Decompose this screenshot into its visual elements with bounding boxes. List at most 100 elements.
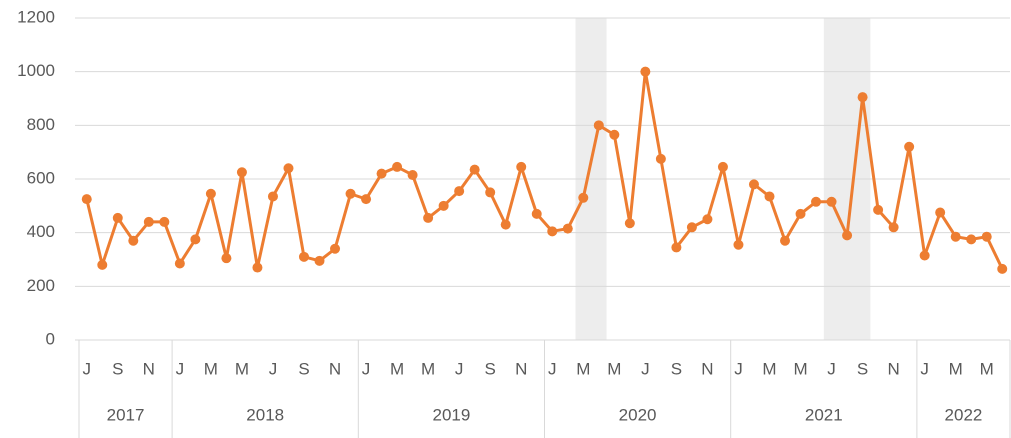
data-point bbox=[267, 191, 278, 202]
data-point bbox=[298, 251, 309, 262]
data-point bbox=[966, 234, 977, 245]
data-point bbox=[904, 141, 915, 152]
data-point bbox=[221, 253, 232, 264]
year-label: 2020 bbox=[619, 405, 657, 424]
x-tick-label: J bbox=[362, 359, 371, 378]
data-point bbox=[935, 207, 946, 218]
x-tick-label: M bbox=[949, 359, 963, 378]
data-point bbox=[236, 167, 247, 178]
y-tick-label: 1200 bbox=[17, 7, 55, 26]
data-point bbox=[190, 234, 201, 245]
data-point bbox=[376, 168, 387, 179]
data-point bbox=[423, 212, 434, 223]
data-point bbox=[702, 214, 713, 225]
data-point bbox=[981, 231, 992, 242]
x-tick-label: J bbox=[920, 359, 929, 378]
data-point bbox=[345, 188, 356, 199]
data-point bbox=[143, 216, 154, 227]
data-point bbox=[826, 196, 837, 207]
data-point bbox=[997, 263, 1008, 274]
line-series bbox=[85, 70, 1004, 270]
x-tick-label: N bbox=[701, 359, 713, 378]
data-point bbox=[780, 235, 791, 246]
data-point bbox=[392, 161, 403, 172]
data-point bbox=[624, 218, 635, 229]
data-point bbox=[485, 187, 496, 198]
x-tick-label: M bbox=[390, 359, 404, 378]
data-point bbox=[733, 239, 744, 250]
data-point bbox=[516, 161, 527, 172]
x-tick-label: N bbox=[887, 359, 899, 378]
x-tick-label: J bbox=[83, 359, 92, 378]
y-tick-label: 400 bbox=[27, 222, 55, 241]
data-point bbox=[174, 258, 185, 269]
data-point bbox=[764, 191, 775, 202]
data-point bbox=[609, 129, 620, 140]
x-tick-label: M bbox=[607, 359, 621, 378]
data-point bbox=[407, 169, 418, 180]
x-tick-label: N bbox=[515, 359, 527, 378]
x-tick-label: J bbox=[827, 359, 836, 378]
x-tick-label: J bbox=[455, 359, 464, 378]
data-point bbox=[748, 179, 759, 190]
data-point bbox=[128, 235, 139, 246]
data-point bbox=[888, 222, 899, 233]
data-point bbox=[671, 242, 682, 253]
x-tick-label: J bbox=[641, 359, 650, 378]
data-point bbox=[531, 208, 542, 219]
data-point bbox=[81, 194, 92, 205]
data-point bbox=[314, 255, 325, 266]
x-tick-label: M bbox=[793, 359, 807, 378]
x-tick-label: M bbox=[235, 359, 249, 378]
y-tick-label: 600 bbox=[27, 168, 55, 187]
year-label: 2017 bbox=[107, 405, 145, 424]
data-point bbox=[469, 164, 480, 175]
data-point bbox=[578, 192, 589, 203]
x-tick-label: J bbox=[269, 359, 278, 378]
data-point bbox=[795, 208, 806, 219]
data-point bbox=[112, 212, 123, 223]
data-point bbox=[361, 194, 372, 205]
data-point bbox=[438, 200, 449, 211]
x-tick-label: N bbox=[143, 359, 155, 378]
data-point bbox=[454, 186, 465, 197]
x-tick-label: S bbox=[485, 359, 496, 378]
year-label: 2021 bbox=[805, 405, 843, 424]
data-point bbox=[640, 66, 651, 77]
data-point bbox=[330, 243, 341, 254]
data-point bbox=[562, 223, 573, 234]
y-tick-label: 0 bbox=[46, 329, 55, 348]
x-tick-label: S bbox=[671, 359, 682, 378]
data-point bbox=[919, 250, 930, 261]
x-tick-label: J bbox=[176, 359, 185, 378]
x-tick-label: M bbox=[762, 359, 776, 378]
data-point bbox=[873, 204, 884, 215]
x-tick-label: M bbox=[980, 359, 994, 378]
y-tick-label: 800 bbox=[27, 115, 55, 134]
data-point bbox=[717, 161, 728, 172]
x-tick-label: M bbox=[576, 359, 590, 378]
data-point bbox=[547, 226, 558, 237]
data-point bbox=[252, 262, 263, 273]
data-point bbox=[842, 230, 853, 241]
data-point bbox=[593, 120, 604, 131]
x-tick-label: J bbox=[548, 359, 557, 378]
x-tick-label: J bbox=[734, 359, 743, 378]
x-tick-label: N bbox=[329, 359, 341, 378]
data-point bbox=[283, 163, 294, 174]
x-tick-label: S bbox=[857, 359, 868, 378]
x-tick-label: S bbox=[298, 359, 309, 378]
x-tick-label: M bbox=[421, 359, 435, 378]
year-label: 2018 bbox=[246, 405, 284, 424]
y-tick-label: 200 bbox=[27, 276, 55, 295]
y-tick-label: 1000 bbox=[17, 61, 55, 80]
data-point bbox=[857, 92, 868, 103]
data-point bbox=[205, 188, 216, 199]
data-point bbox=[500, 219, 511, 230]
year-label: 2019 bbox=[432, 405, 470, 424]
x-tick-label: M bbox=[204, 359, 218, 378]
data-point bbox=[159, 216, 170, 227]
data-point bbox=[811, 196, 822, 207]
data-point bbox=[950, 231, 961, 242]
